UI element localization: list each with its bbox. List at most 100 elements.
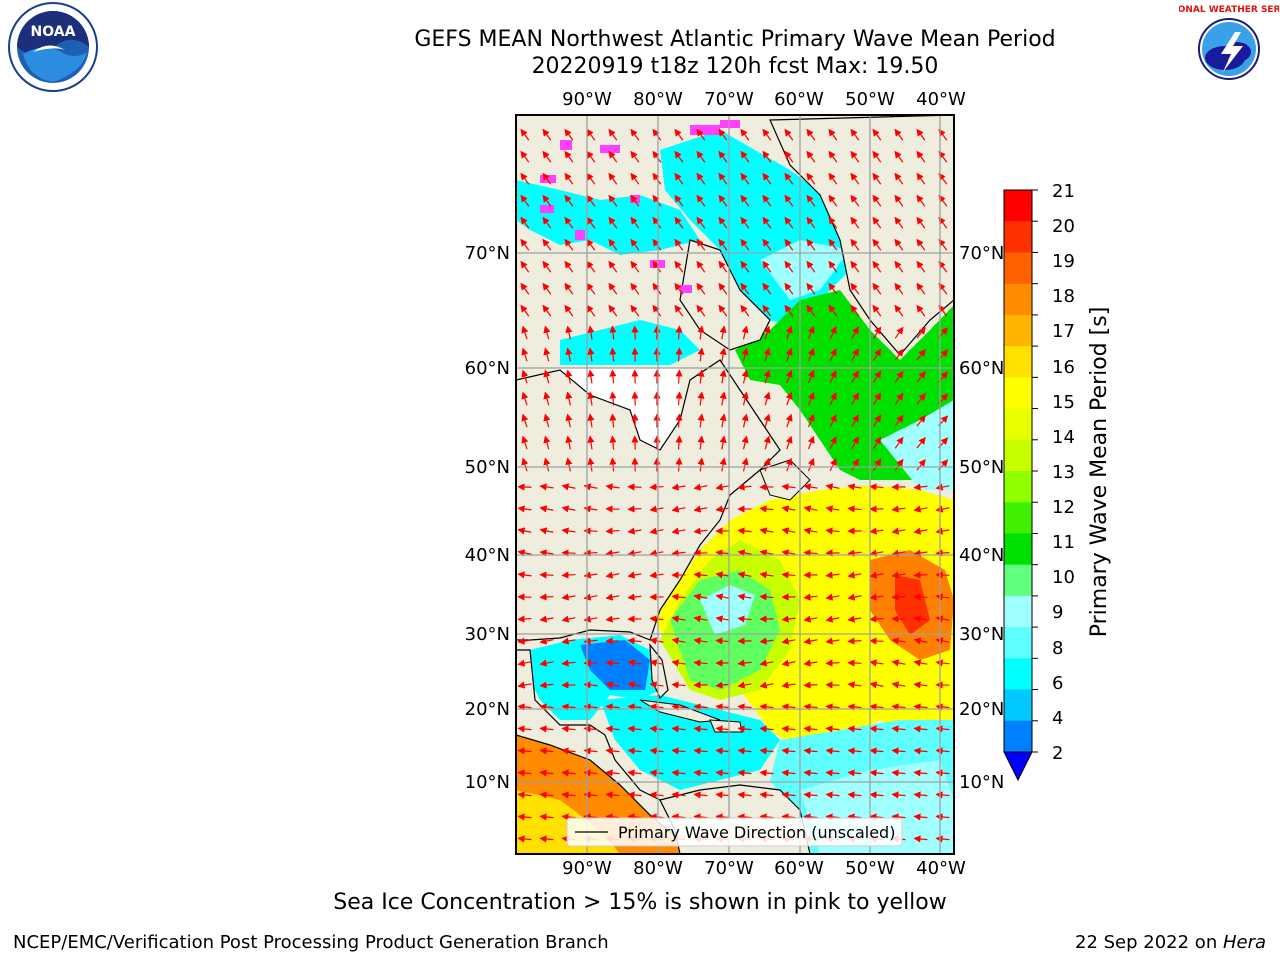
- direction-arrow: [806, 238, 816, 251]
- direction-arrow: [715, 681, 730, 689]
- lat-tick-left: 30°N: [465, 624, 510, 645]
- direction-arrow: [763, 435, 771, 450]
- direction-arrow: [587, 435, 595, 450]
- direction-arrow: [649, 725, 664, 733]
- direction-arrow: [869, 659, 884, 667]
- direction-arrow: [935, 505, 950, 513]
- colorbar-segment: [1004, 564, 1032, 597]
- direction-arrow: [784, 304, 794, 317]
- direction-arrow: [565, 369, 573, 384]
- lat-tick-left: 20°N: [465, 699, 510, 720]
- direction-arrow: [916, 260, 926, 273]
- direction-arrow: [894, 260, 904, 273]
- direction-arrow: [565, 347, 573, 362]
- direction-arrow: [759, 637, 774, 645]
- direction-arrow: [935, 725, 950, 733]
- direction-arrow: [803, 659, 818, 667]
- direction-arrow: [847, 483, 862, 491]
- colorbar-tick: 6: [1052, 673, 1063, 694]
- lat-tick-left: 40°N: [465, 545, 510, 566]
- colorbar: [1003, 189, 1038, 782]
- direction-arrow: [894, 194, 904, 207]
- direction-arrow: [762, 282, 772, 295]
- direction-arrow: [697, 391, 705, 406]
- direction-arrow: [605, 703, 620, 711]
- direction-arrow: [520, 128, 530, 141]
- direction-arrow: [737, 527, 752, 535]
- direction-arrow: [741, 347, 749, 362]
- direction-arrow: [763, 457, 771, 472]
- direction-arrow: [781, 527, 796, 535]
- lon-tick-bottom: 60°W: [774, 858, 824, 879]
- direction-arrow: [649, 637, 664, 645]
- direction-arrow: [891, 747, 906, 755]
- nws-logo: NATIONAL WEATHER SERVICE: [1179, 3, 1279, 95]
- direction-arrow: [609, 435, 617, 450]
- direction-arrow: [759, 791, 774, 799]
- direction-arrow: [873, 392, 882, 405]
- direction-arrow: [671, 725, 686, 733]
- direction-arrow: [609, 369, 617, 384]
- direction-arrow: [850, 172, 860, 185]
- colorbar-segment: [1004, 221, 1032, 253]
- direction-arrow: [693, 505, 708, 513]
- direction-arrow: [652, 216, 662, 229]
- direction-arrow: [671, 615, 686, 623]
- lat-ticks-left: 70°N 60°N 50°N 40°N 30°N 20°N 10°N: [465, 243, 510, 793]
- direction-arrow: [542, 172, 552, 185]
- lat-tick-right: 60°N: [959, 358, 1004, 379]
- direction-arrow: [916, 458, 926, 471]
- direction-arrow: [715, 593, 730, 601]
- direction-arrow: [719, 369, 727, 384]
- direction-arrow: [715, 747, 730, 755]
- direction-arrow: [630, 216, 640, 229]
- lon-tick-top: 40°W: [916, 89, 966, 110]
- direction-arrow: [851, 414, 859, 427]
- lat-ticks-right: 70°N 60°N 50°N 40°N 30°N 20°N 10°N: [959, 243, 1004, 793]
- direction-arrow: [719, 457, 727, 472]
- direction-arrow: [652, 128, 662, 141]
- direction-arrow: [693, 747, 708, 755]
- direction-arrow: [737, 681, 752, 689]
- direction-arrow: [891, 681, 906, 689]
- direction-arrow: [740, 282, 750, 295]
- direction-arrow: [719, 347, 727, 362]
- direction-arrow: [627, 725, 642, 733]
- direction-arrow: [762, 216, 772, 229]
- direction-arrow: [894, 326, 904, 339]
- direction-arrow: [697, 369, 705, 384]
- direction-arrow: [671, 659, 686, 667]
- graticule: [516, 115, 954, 854]
- direction-arrow: [564, 260, 574, 273]
- direction-arrow: [561, 703, 576, 711]
- direction-arrow: [693, 637, 708, 645]
- direction-arrow: [627, 681, 642, 689]
- direction-arrow: [608, 194, 618, 207]
- direction-arrow: [586, 128, 596, 141]
- direction-arrow: [803, 813, 818, 821]
- direction-arrow: [803, 791, 818, 799]
- direction-arrow: [631, 413, 639, 428]
- direction-arrow: [587, 347, 595, 362]
- direction-arrow: [803, 505, 818, 513]
- direction-arrow: [759, 725, 774, 733]
- direction-arrow: [696, 194, 706, 207]
- direction-arrow: [521, 391, 529, 406]
- direction-arrow: [587, 413, 595, 428]
- direction-arrow: [561, 483, 576, 491]
- direction-arrow: [825, 593, 840, 601]
- direction-arrow: [649, 769, 664, 777]
- map-frame: [515, 114, 955, 855]
- direction-arrow: [671, 747, 686, 755]
- direction-arrow: [608, 128, 618, 141]
- direction-arrow: [891, 505, 906, 513]
- direction-arrow: [935, 483, 950, 491]
- lon-tick-bottom: 40°W: [916, 858, 966, 879]
- direction-arrow: [807, 413, 815, 428]
- direction-arrow: [719, 325, 727, 340]
- direction-arrow: [517, 791, 532, 799]
- direction-arrow: [564, 194, 574, 207]
- colorbar-tick: 8: [1052, 638, 1063, 659]
- direction-arrow: [517, 703, 532, 711]
- direction-arrow: [539, 615, 554, 623]
